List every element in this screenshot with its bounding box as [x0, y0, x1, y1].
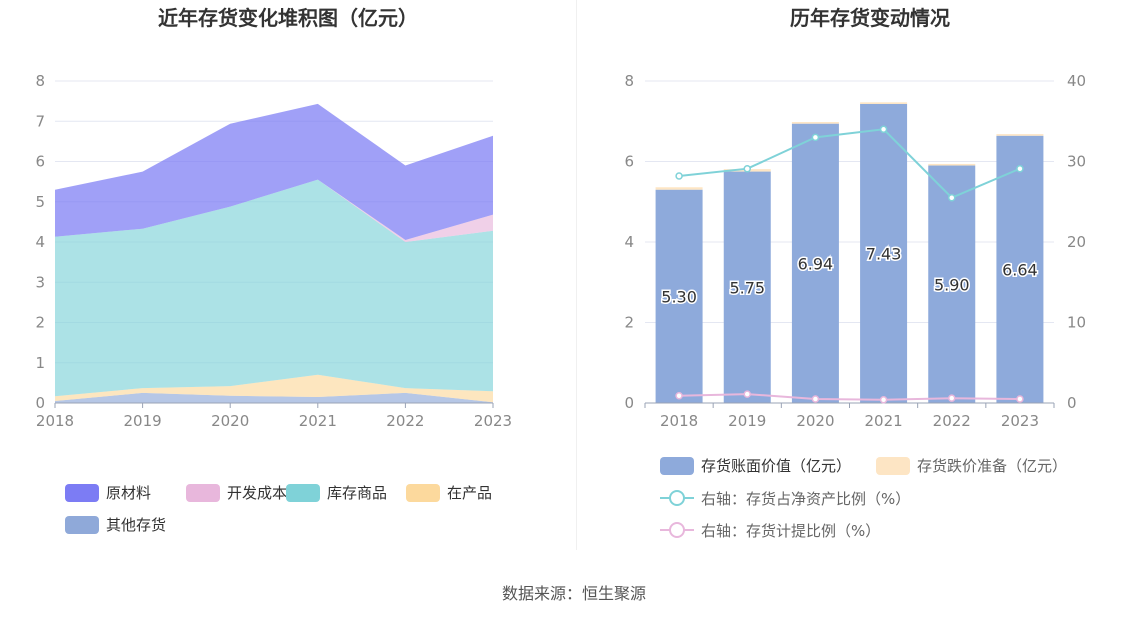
legend-label: 原材料: [106, 484, 151, 502]
bar: [928, 163, 976, 166]
area-在产品: [55, 374, 493, 403]
x-tick-label: 2022: [386, 412, 424, 430]
bar: [860, 103, 908, 403]
x-tick-label: 2018: [660, 412, 698, 430]
line-point: [743, 390, 751, 398]
line-point: [811, 395, 820, 403]
y-tick-label: 4: [624, 233, 634, 251]
x-tick-label: 2020: [796, 412, 834, 430]
y2-tick-label: 30: [1067, 153, 1086, 171]
bar: [723, 171, 771, 403]
legend-swatch: [186, 484, 220, 502]
area-原材料: [55, 103, 493, 241]
stacked-area-chart: 近年存货变化堆积图（亿元） 0 1 2 3 4 5 6 7 8 2018 2019 2020 2021 20…: [35, 6, 512, 534]
line-point: [879, 396, 888, 404]
legend-label: 开发成本: [227, 484, 287, 502]
legend-label: 存货跌价准备（亿元）: [917, 457, 1067, 475]
bar: [928, 165, 976, 403]
x-tick-label: 2019: [124, 412, 162, 430]
y-tick-label: 7: [35, 112, 45, 130]
line-point: [675, 392, 683, 400]
x-tick-label: 2023: [1001, 412, 1039, 430]
data-source: 数据来源：恒生聚源: [501, 584, 646, 603]
bar-value-label: 5.30: [661, 287, 697, 306]
y-tick-label: 5: [35, 193, 45, 211]
y-tick-label: 8: [35, 72, 45, 90]
bar-value-label: 6.94: [798, 254, 834, 273]
legend-swatch: [406, 484, 440, 502]
y-tick-label: 3: [35, 273, 45, 291]
legend-swatch: [65, 516, 99, 534]
y-tick-label: 6: [624, 153, 634, 171]
bar-value-label: 6.64: [1002, 260, 1038, 279]
y-tick-label: 0: [624, 394, 634, 412]
legend-label: 右轴：存货占净资产比例（%）: [701, 490, 910, 508]
chart-divider: [576, 0, 577, 550]
legend-label: 右轴：存货计提比例（%）: [701, 522, 880, 540]
line-point: [743, 164, 751, 173]
legend-label: 在产品: [447, 484, 492, 502]
line-point: [948, 394, 956, 402]
bar: [860, 102, 908, 104]
legend-line-marker: [669, 490, 685, 506]
legend-swatch: [876, 457, 910, 475]
area-其他存货: [55, 392, 493, 403]
line-series: [678, 128, 1021, 199]
legend-swatch: [65, 484, 99, 502]
y-tick-label: 4: [35, 233, 45, 251]
chart-title: 近年存货变化堆积图（亿元）: [158, 6, 418, 30]
legend-swatch: [660, 457, 694, 475]
x-tick-label: 2021: [299, 412, 337, 430]
bar: [791, 123, 839, 403]
x-tick-label: 2018: [36, 412, 74, 430]
y-tick-label: 0: [35, 394, 45, 412]
line-point: [811, 133, 820, 142]
line-point: [879, 125, 888, 134]
y-tick-label: 8: [624, 72, 634, 90]
chart-title: 历年存货变动情况: [790, 6, 950, 30]
line-point: [675, 172, 683, 180]
line-point: [948, 193, 956, 202]
line-point: [1016, 164, 1024, 173]
y2-tick-label: 10: [1067, 314, 1086, 332]
bar-value-label: 5.90: [934, 275, 970, 294]
line-point: [1016, 395, 1024, 403]
y-tick-label: 6: [35, 153, 45, 171]
bar: [791, 122, 839, 124]
y2-tick-label: 20: [1067, 233, 1086, 251]
y2-tick-label: 0: [1067, 394, 1077, 412]
y-tick-label: 1: [35, 354, 45, 372]
x-tick-label: 2021: [864, 412, 902, 430]
legend-line-marker: [669, 522, 685, 538]
legend-swatch: [286, 484, 320, 502]
bar: [655, 189, 703, 403]
bar-value-label: 5.75: [729, 278, 765, 297]
x-tick-label: 2020: [211, 412, 249, 430]
line-series: [679, 393, 1020, 401]
area-开发成本: [55, 179, 493, 242]
x-tick-label: 2022: [933, 412, 971, 430]
y2-tick-label: 40: [1067, 72, 1086, 90]
legend-label: 其他存货: [106, 516, 166, 534]
bar: [655, 187, 703, 190]
bar-value-label: 7.43: [866, 244, 902, 263]
legend-label: 库存商品: [327, 484, 387, 502]
bar: [996, 134, 1044, 136]
bar: [996, 135, 1044, 404]
y-tick-label: 2: [624, 314, 634, 332]
x-tick-label: 2023: [474, 412, 512, 430]
y-tick-label: 2: [35, 314, 45, 332]
bar-line-chart: 历年存货变动情况 0 2 4 6 8 0 10 20 30 40 5.30 5.75 6.94 7.43 5.…: [624, 6, 1086, 540]
area-库存商品: [55, 179, 493, 397]
legend-label: 存货账面价值（亿元）: [701, 457, 851, 475]
x-tick-label: 2019: [728, 412, 766, 430]
